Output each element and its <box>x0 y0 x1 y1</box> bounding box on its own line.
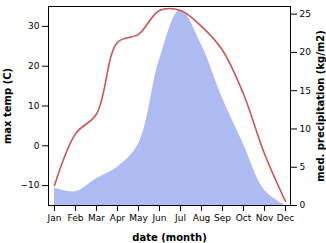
svg-text:0: 0 <box>34 141 40 151</box>
svg-text:Apr: Apr <box>110 213 126 223</box>
svg-text:30: 30 <box>28 21 40 31</box>
svg-text:10: 10 <box>28 101 40 111</box>
svg-text:Feb: Feb <box>68 213 84 223</box>
svg-text:Dec: Dec <box>277 213 294 223</box>
svg-text:10: 10 <box>300 124 312 134</box>
svg-text:Jun: Jun <box>151 213 166 223</box>
svg-text:25: 25 <box>300 9 311 19</box>
svg-text:max temp (C): max temp (C) <box>2 68 13 144</box>
svg-text:Sep: Sep <box>214 213 231 223</box>
svg-text:15: 15 <box>300 86 311 96</box>
svg-text:Oct: Oct <box>236 213 252 223</box>
svg-text:Jan: Jan <box>47 213 62 223</box>
svg-text:5: 5 <box>300 162 306 172</box>
svg-text:20: 20 <box>300 47 312 57</box>
svg-text:med. precipitation (kg/m2): med. precipitation (kg/m2) <box>315 30 326 182</box>
svg-text:Mar: Mar <box>88 213 105 223</box>
svg-text:May: May <box>129 213 148 223</box>
svg-text:Aug: Aug <box>193 213 211 223</box>
svg-text:−10: −10 <box>21 180 40 190</box>
svg-text:0: 0 <box>300 200 306 210</box>
svg-text:Jul: Jul <box>174 213 186 223</box>
svg-text:Nov: Nov <box>256 213 274 223</box>
svg-text:20: 20 <box>28 61 40 71</box>
svg-text:date (month): date (month) <box>132 232 206 243</box>
